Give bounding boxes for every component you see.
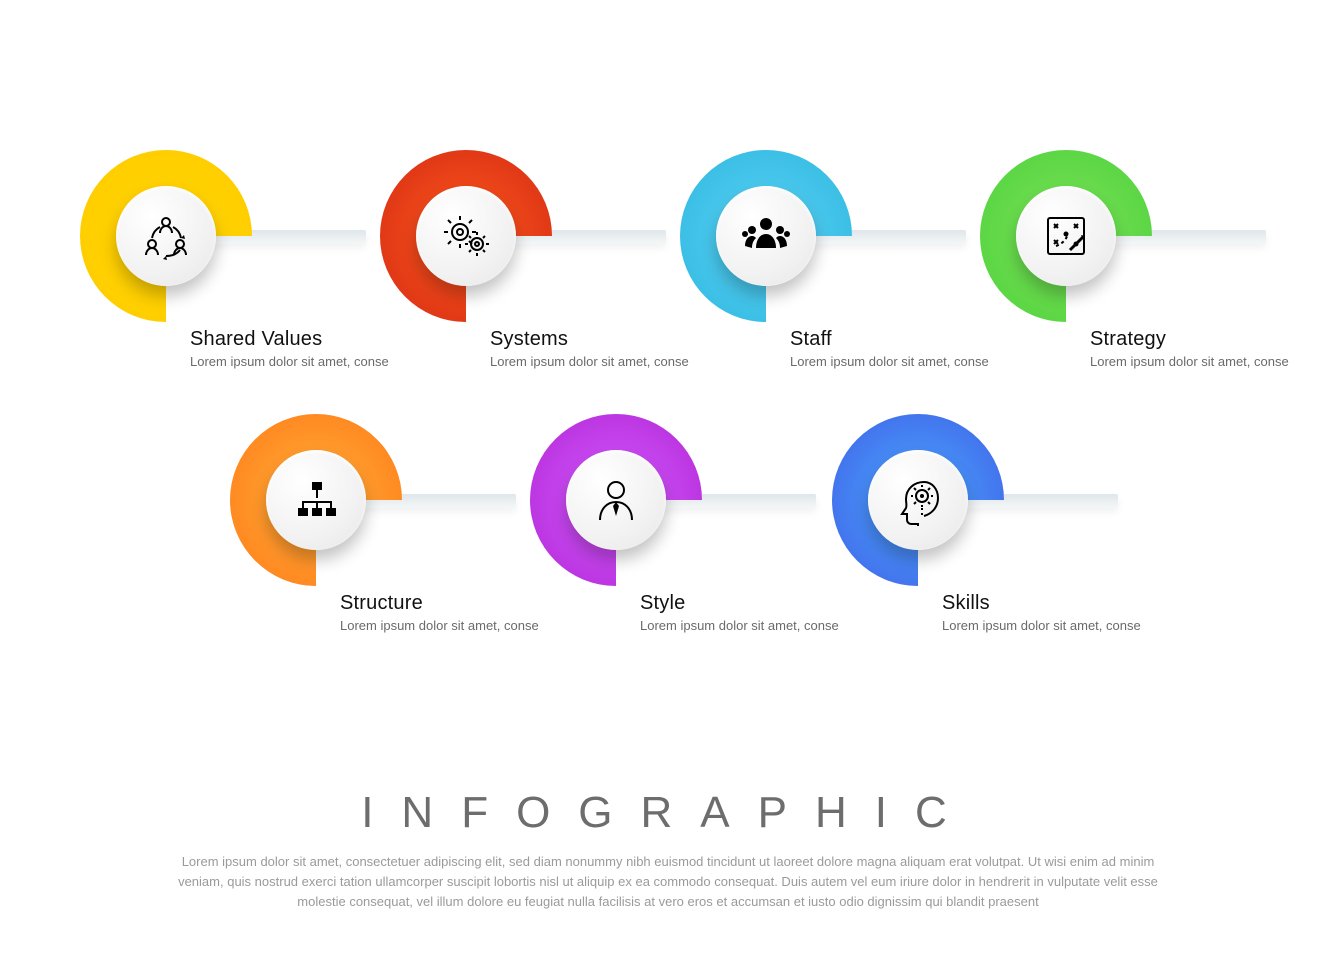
footer-title: INFOGRAPHIC xyxy=(0,788,1336,838)
people-cycle-icon xyxy=(116,186,216,286)
item-desc: Lorem ipsum dolor sit amet, conse xyxy=(640,617,840,635)
playbook-icon xyxy=(1016,186,1116,286)
footer: INFOGRAPHIC Lorem ipsum dolor sit amet, c… xyxy=(0,788,1336,912)
info-item-staff: StaffLorem ipsum dolor sit amet, conse xyxy=(680,150,980,322)
item-desc: Lorem ipsum dolor sit amet, conse xyxy=(1090,353,1290,371)
item-title: Style xyxy=(640,592,840,615)
info-item-shared-values: Shared ValuesLorem ipsum dolor sit amet,… xyxy=(80,150,380,322)
info-item-structure: StructureLorem ipsum dolor sit amet, con… xyxy=(230,414,530,586)
person-tie-icon xyxy=(566,450,666,550)
org-chart-icon xyxy=(266,450,366,550)
item-desc: Lorem ipsum dolor sit amet, conse xyxy=(490,353,690,371)
item-desc: Lorem ipsum dolor sit amet, conse xyxy=(190,353,390,371)
gears-icon xyxy=(416,186,516,286)
group-icon xyxy=(716,186,816,286)
item-title: Structure xyxy=(340,592,540,615)
head-gear-icon xyxy=(868,450,968,550)
item-title: Shared Values xyxy=(190,328,390,351)
item-title: Systems xyxy=(490,328,690,351)
item-title: Staff xyxy=(790,328,990,351)
infographic-canvas: Shared Values Lorem ipsum dolor sit amet,… xyxy=(0,0,1336,980)
info-item-systems: SystemsLorem ipsum dolor sit amet, conse xyxy=(380,150,680,322)
info-item-strategy: StrategyLorem ipsum dolor sit amet, cons… xyxy=(980,150,1280,322)
info-item-style: StyleLorem ipsum dolor sit amet, conse xyxy=(530,414,830,586)
info-item-skills: SkillsLorem ipsum dolor sit amet, conse xyxy=(832,414,1132,586)
item-title: Skills xyxy=(942,592,1142,615)
item-desc: Lorem ipsum dolor sit amet, conse xyxy=(790,353,990,371)
footer-body: Lorem ipsum dolor sit amet, consectetuer… xyxy=(178,852,1158,912)
item-desc: Lorem ipsum dolor sit amet, conse xyxy=(942,617,1142,635)
item-desc: Lorem ipsum dolor sit amet, conse xyxy=(340,617,540,635)
item-title: Strategy xyxy=(1090,328,1290,351)
